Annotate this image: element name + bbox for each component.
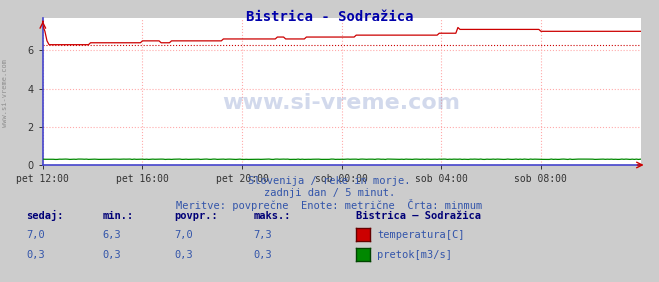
Text: 7,0: 7,0 xyxy=(175,230,193,240)
Text: maks.:: maks.: xyxy=(254,211,291,221)
Text: 0,3: 0,3 xyxy=(175,250,193,260)
Text: Bistrica – Sodražica: Bistrica – Sodražica xyxy=(356,211,481,221)
Text: 7,0: 7,0 xyxy=(26,230,45,240)
Text: 0,3: 0,3 xyxy=(102,250,121,260)
Text: Bistrica - Sodražica: Bistrica - Sodražica xyxy=(246,10,413,24)
Text: pretok[m3/s]: pretok[m3/s] xyxy=(377,250,452,260)
Text: 6,3: 6,3 xyxy=(102,230,121,240)
Text: temperatura[C]: temperatura[C] xyxy=(377,230,465,240)
Text: 0,3: 0,3 xyxy=(26,250,45,260)
Text: sedaj:: sedaj: xyxy=(26,210,64,221)
Text: www.si-vreme.com: www.si-vreme.com xyxy=(223,93,461,113)
Text: 7,3: 7,3 xyxy=(254,230,272,240)
Text: povpr.:: povpr.: xyxy=(175,211,218,221)
Text: www.si-vreme.com: www.si-vreme.com xyxy=(2,59,9,127)
Text: zadnji dan / 5 minut.: zadnji dan / 5 minut. xyxy=(264,188,395,197)
Text: min.:: min.: xyxy=(102,211,133,221)
Text: Meritve: povprečne  Enote: metrične  Črta: minmum: Meritve: povprečne Enote: metrične Črta:… xyxy=(177,199,482,211)
Text: Slovenija / reke in morje.: Slovenija / reke in morje. xyxy=(248,176,411,186)
Text: 0,3: 0,3 xyxy=(254,250,272,260)
